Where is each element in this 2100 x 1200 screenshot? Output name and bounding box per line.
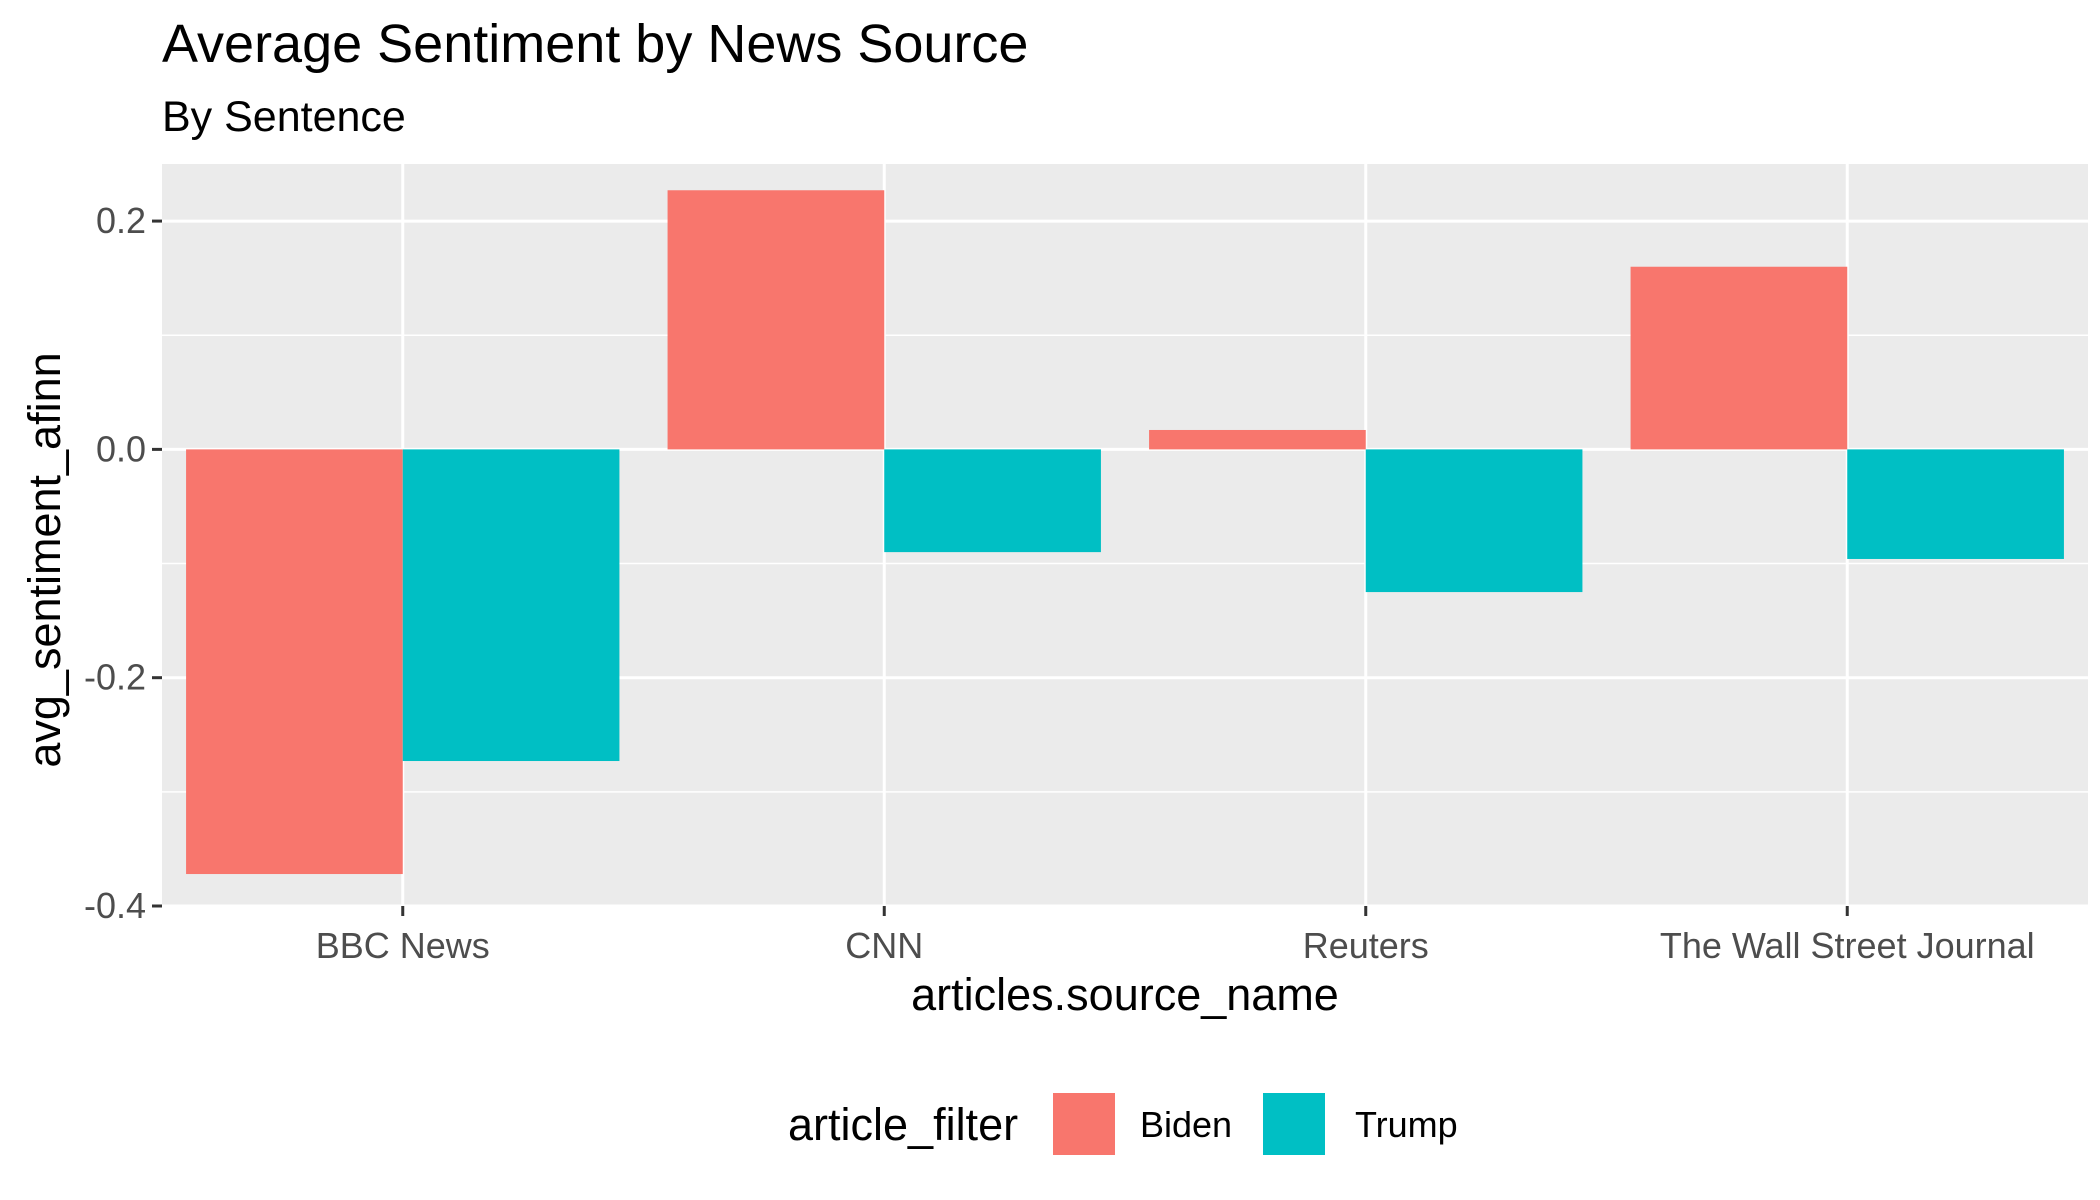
- bar-biden-bbc-news: [186, 449, 403, 875]
- x-tick-label: Reuters: [1303, 925, 1429, 966]
- bar-trump-bbc-news: [402, 449, 620, 762]
- y-tick-label: -0.2: [84, 657, 146, 698]
- legend-key-biden: [1051, 1091, 1117, 1157]
- legend: article_filter Biden Trump: [788, 1091, 1458, 1157]
- legend-label-trump: Trump: [1355, 1104, 1458, 1145]
- legend-label-biden: Biden: [1140, 1104, 1232, 1145]
- bar-trump-cnn: [884, 449, 1101, 553]
- legend-title: article_filter: [788, 1099, 1018, 1150]
- legend-key-trump: [1261, 1091, 1327, 1157]
- y-tick-label: 0.2: [96, 200, 146, 241]
- bar-biden-cnn: [667, 190, 885, 450]
- x-axis: BBC News CNN Reuters The Wall Street Journa…: [316, 906, 2035, 966]
- y-axis: -0.4 -0.2 0.0 0.2: [84, 200, 162, 926]
- x-tick-label: BBC News: [316, 925, 490, 966]
- bar-trump-reuters: [1365, 449, 1583, 593]
- bars: [186, 190, 2064, 875]
- bar-trump-the-wall-street-journal: [1847, 449, 2064, 559]
- y-tick-label: 0.0: [96, 428, 146, 469]
- y-axis-title: avg_sentiment_afinn: [19, 352, 70, 767]
- bar-biden-reuters: [1149, 429, 1366, 450]
- y-tick-label: -0.4: [84, 885, 146, 926]
- bar-biden-the-wall-street-journal: [1630, 266, 1848, 450]
- x-tick-label: CNN: [845, 925, 923, 966]
- chart-subtitle: By Sentence: [162, 93, 406, 141]
- chart-title: Average Sentiment by News Source: [162, 14, 1028, 74]
- x-tick-label: The Wall Street Journal: [1660, 925, 2035, 966]
- x-axis-title: articles.source_name: [911, 969, 1339, 1020]
